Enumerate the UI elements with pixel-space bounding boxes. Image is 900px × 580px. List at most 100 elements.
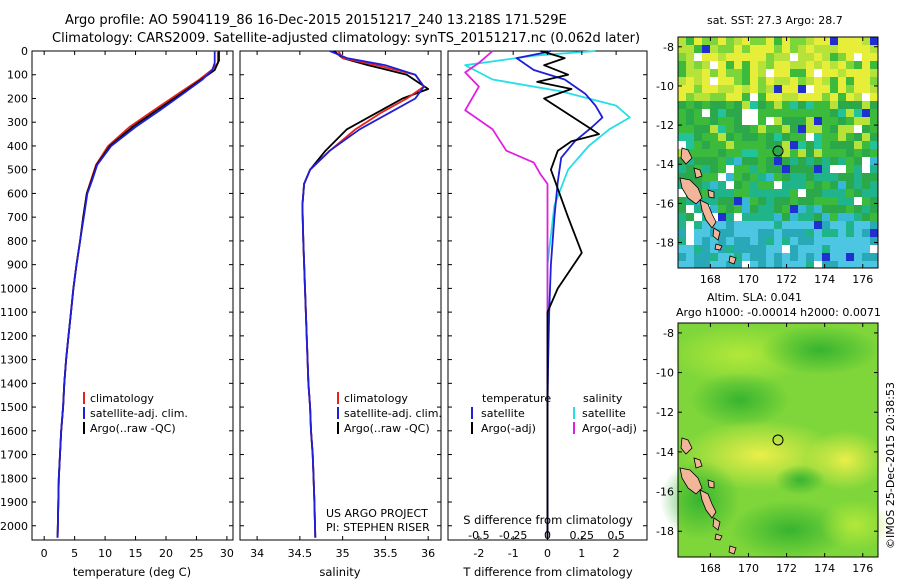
sst-cell — [766, 37, 774, 45]
sst-cell — [686, 157, 694, 165]
sst-cell — [830, 125, 838, 133]
sst-cell — [678, 85, 686, 93]
island — [680, 437, 693, 455]
sst-cell — [846, 261, 854, 268]
sst-cell — [750, 117, 758, 125]
sst-cell — [806, 45, 814, 53]
sst-cell — [798, 117, 806, 125]
sst-cell — [686, 93, 694, 101]
sst-cell — [750, 53, 758, 61]
sst-cell — [822, 93, 830, 101]
salinity-profile-lines — [301, 50, 430, 538]
sst-cell — [734, 53, 742, 61]
sst-cell — [798, 61, 806, 69]
sst-cell — [870, 261, 878, 268]
island — [707, 189, 715, 199]
sst-cell — [782, 173, 790, 181]
sst-cell — [838, 245, 846, 253]
salinity-legend: climatology satellite-adj. clim. Argo(..… — [337, 392, 442, 435]
sst-cell — [862, 237, 870, 245]
sst-cell — [678, 189, 686, 197]
sst-cell — [726, 261, 734, 268]
s-tick-label: -0.25 — [499, 529, 527, 542]
sst-cell — [830, 77, 838, 85]
sst-cell — [774, 237, 782, 245]
sst-cell — [854, 189, 862, 197]
sst-cell — [758, 205, 766, 213]
sst-cell — [742, 189, 750, 197]
sst-cell — [678, 253, 686, 261]
sst-cell — [782, 245, 790, 253]
sst-cell — [798, 157, 806, 165]
sst-cell — [718, 173, 726, 181]
sst-cell — [854, 141, 862, 149]
sst-cell — [822, 173, 830, 181]
sst-cell — [702, 93, 710, 101]
sst-cell — [870, 221, 878, 229]
sla-blob — [775, 465, 825, 495]
sst-cell — [718, 117, 726, 125]
x-tick-label: 35 — [336, 547, 350, 560]
sst-cell — [686, 253, 694, 261]
sst-cell — [726, 61, 734, 69]
sst-cell — [814, 173, 822, 181]
sla-blob — [820, 500, 890, 550]
sst-cell — [822, 253, 830, 261]
sst-cell — [854, 93, 862, 101]
sst-cell — [814, 61, 822, 69]
sst-cell — [790, 197, 798, 205]
sst-cell — [830, 165, 838, 173]
sst-cell — [686, 85, 694, 93]
s-difference-x-axis: -0.5 -0.25 0 0.25 0.5 — [468, 529, 625, 542]
lon-tick-label: 174 — [814, 273, 835, 286]
sst-cell — [854, 53, 862, 61]
profile-line-0 — [301, 50, 425, 538]
sst-cell — [774, 37, 782, 45]
sst-cell — [822, 133, 830, 141]
island — [712, 517, 721, 531]
salinity-x-label: salinity — [319, 565, 360, 579]
t-difference-x-label: T difference from climatology — [462, 565, 633, 579]
sst-cell — [702, 245, 710, 253]
sst-cell — [822, 45, 830, 53]
sst-cell — [750, 261, 758, 268]
sst-cell — [702, 69, 710, 77]
sst-cell — [710, 245, 718, 253]
sst-cell — [790, 221, 798, 229]
sst-cell — [678, 205, 686, 213]
depth-tick-label: 1700 — [0, 449, 28, 462]
salinity-panel — [239, 50, 442, 541]
sst-cell — [870, 77, 878, 85]
sst-cell — [822, 109, 830, 117]
sst-cell — [814, 221, 822, 229]
sst-cell — [814, 117, 822, 125]
s-tick-label: 0.5 — [607, 529, 625, 542]
x-tick-label: 34.5 — [288, 547, 313, 560]
sst-cell — [838, 181, 846, 189]
sst-cell — [758, 253, 766, 261]
sst-cell — [870, 165, 878, 173]
sst-cell — [806, 261, 814, 268]
sst-cell — [678, 237, 686, 245]
depth-tick-label: 1900 — [0, 496, 28, 509]
profile-line-1 — [301, 50, 425, 538]
sst-cell — [718, 189, 726, 197]
sst-cell — [854, 261, 862, 268]
sst-cell — [790, 37, 798, 45]
sst-cell — [854, 37, 862, 45]
sst-cell — [790, 101, 798, 109]
sst-cell — [782, 157, 790, 165]
sst-cell — [782, 117, 790, 125]
sst-cell — [774, 77, 782, 85]
sst-cell — [718, 93, 726, 101]
legend-label: satellite-adj. clim. — [344, 407, 442, 420]
sst-cell — [798, 133, 806, 141]
sst-cell — [678, 157, 686, 165]
sst-cell — [686, 69, 694, 77]
sst-cell — [814, 85, 822, 93]
sst-cell — [686, 221, 694, 229]
sst-cell — [862, 165, 870, 173]
sst-cell — [766, 189, 774, 197]
sst-cell — [846, 181, 854, 189]
sst-cell — [830, 197, 838, 205]
